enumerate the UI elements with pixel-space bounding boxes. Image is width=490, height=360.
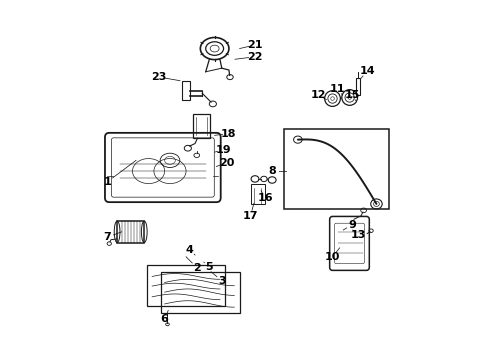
- Bar: [182, 81, 190, 100]
- Text: 2: 2: [193, 262, 200, 273]
- Text: 22: 22: [247, 52, 263, 62]
- Bar: [193, 114, 210, 138]
- Text: 3: 3: [218, 276, 225, 286]
- Text: 4: 4: [186, 245, 194, 255]
- Text: 13: 13: [351, 230, 367, 240]
- Text: 19: 19: [216, 145, 231, 155]
- Text: 1: 1: [103, 177, 111, 187]
- Text: 6: 6: [161, 314, 169, 324]
- Text: 20: 20: [219, 158, 234, 168]
- Text: 17: 17: [243, 211, 258, 221]
- Text: 23: 23: [151, 72, 167, 82]
- Text: 11: 11: [329, 84, 345, 94]
- Text: 18: 18: [221, 129, 237, 139]
- Bar: [147, 265, 225, 306]
- Bar: [284, 129, 389, 209]
- Bar: [356, 78, 360, 95]
- Bar: [251, 184, 265, 204]
- Bar: [161, 272, 240, 313]
- Text: 16: 16: [258, 193, 273, 203]
- Text: 10: 10: [325, 252, 340, 262]
- Text: 15: 15: [344, 90, 360, 100]
- Text: 21: 21: [247, 40, 263, 50]
- Text: 14: 14: [359, 66, 375, 76]
- Text: 5: 5: [205, 262, 213, 272]
- Bar: [117, 221, 144, 243]
- Text: 9: 9: [348, 220, 356, 230]
- Text: 12: 12: [311, 90, 326, 100]
- Text: 8: 8: [269, 166, 276, 176]
- Text: 7: 7: [103, 232, 111, 242]
